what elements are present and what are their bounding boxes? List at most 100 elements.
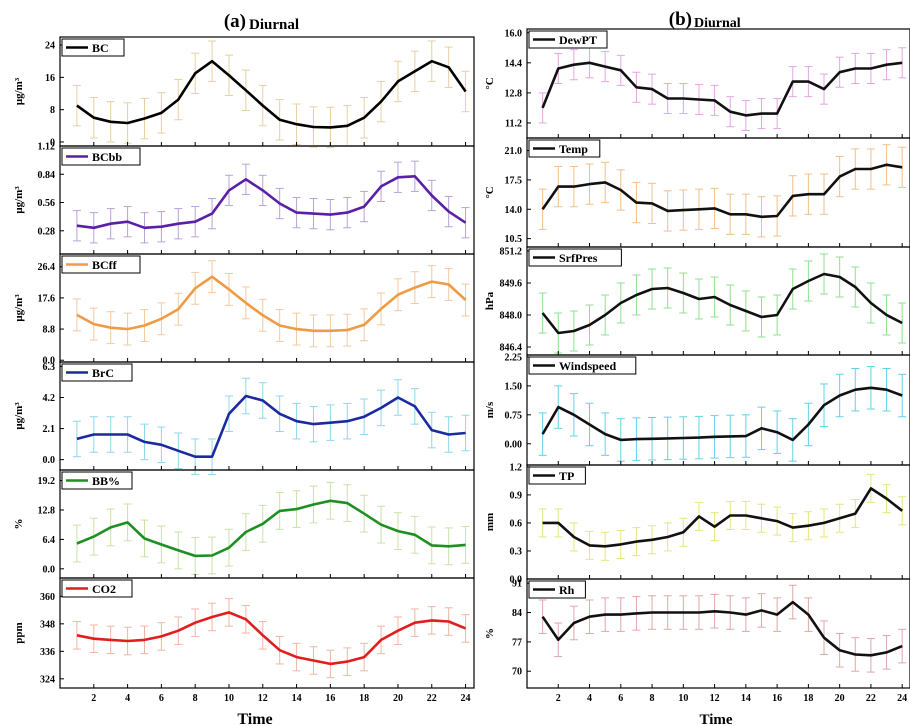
legend-box — [528, 139, 601, 158]
legend-box — [528, 356, 637, 375]
panel-frame — [59, 577, 475, 689]
y-tick-label: 0.0 — [510, 575, 523, 586]
x-tick-label: 14 — [741, 693, 751, 704]
x-tick-label: 24 — [461, 693, 471, 704]
series-line — [541, 272, 903, 335]
x-tick-label: 24 — [897, 693, 907, 704]
y-tick-label: 348 — [40, 619, 55, 630]
y-axis-label: m/s — [484, 401, 496, 418]
legend-box — [61, 255, 141, 274]
y-axis-label: μg/m³ — [13, 402, 25, 430]
y-axis-label: μg/m³ — [13, 294, 25, 322]
legend-label: CO2 — [92, 582, 116, 596]
y-tick-label: 0 — [50, 137, 55, 148]
x-tick-label: 4 — [125, 693, 130, 704]
y-tick-label: 14.4 — [505, 58, 523, 69]
y-tick-label: 4.2 — [43, 393, 56, 404]
y-tick-label: 0.0 — [43, 356, 56, 367]
x-tick-label: 20 — [835, 693, 845, 704]
series-line — [542, 487, 904, 548]
legend-label: BC — [92, 41, 109, 55]
left-x-axis-label: Time — [237, 711, 272, 726]
y-axis-label: μg/m³ — [13, 186, 25, 214]
y-tick-label: 17.6 — [38, 293, 56, 304]
series-line — [76, 499, 466, 558]
y-axis-label: % — [13, 519, 25, 530]
y-tick-label: 1.2 — [510, 462, 523, 473]
y-tick-label: 324 — [40, 674, 55, 685]
legend-box — [61, 579, 133, 598]
legend-label: Windspeed — [559, 359, 616, 373]
series-line — [541, 61, 903, 117]
y-axis-label: % — [484, 628, 496, 639]
legend-label: BCbb — [92, 150, 122, 164]
y-tick-label: 12.8 — [38, 505, 56, 516]
y-tick-label: 19.2 — [38, 476, 56, 487]
y-tick-label: 26.4 — [38, 262, 56, 273]
x-tick-label: 4 — [587, 693, 592, 704]
y-tick-label: 0.3 — [510, 546, 523, 557]
y-axis-label: °C — [484, 186, 496, 198]
legend-box — [61, 363, 133, 382]
y-tick-label: 360 — [40, 592, 55, 603]
y-tick-label: 2.25 — [505, 352, 523, 363]
legend-box — [61, 471, 133, 490]
panel-8: 846.4 848.0 849.6 851.2 hPa SrfPres — [484, 246, 910, 356]
y-tick-label: 8.8 — [43, 325, 56, 336]
x-tick-label: 14 — [292, 693, 302, 704]
panel-4: 0.0 6.4 12.8 19.2% BB% — [13, 469, 475, 579]
y-tick-label: 0.28 — [38, 226, 56, 237]
y-axis-label: mm — [484, 513, 496, 531]
x-tick-label: 10 — [224, 693, 234, 704]
y-tick-label: 10.5 — [505, 234, 523, 245]
series-line — [541, 163, 903, 219]
panel-3: 0.0 2.1 4.2 6.3 μg/m³ BrC — [13, 361, 475, 475]
legend-box — [528, 580, 586, 599]
y-tick-label: 8 — [50, 105, 55, 116]
y-tick-label: 12.8 — [505, 88, 523, 99]
series-line — [541, 386, 903, 442]
x-tick-label: 18 — [359, 693, 369, 704]
x-tick-label: 6 — [159, 693, 164, 704]
y-tick-label: 6.3 — [43, 362, 56, 373]
x-tick-label: 2 — [91, 693, 96, 704]
x-tick-label: 8 — [650, 693, 655, 704]
y-tick-label: 6.4 — [43, 535, 56, 546]
x-tick-label: 2 — [556, 693, 561, 704]
x-tick-label: 12 — [710, 693, 720, 704]
legend-box — [528, 466, 586, 485]
y-axis-label: hPa — [484, 291, 496, 310]
x-tick-label: 22 — [427, 693, 437, 704]
panel-1: 0.28 0.56 0.84 1.12 μg/m³ BCbb — [13, 142, 475, 255]
legend-box — [61, 38, 125, 57]
y-tick-label: 846.4 — [500, 343, 523, 354]
y-tick-label: 16 — [45, 73, 55, 84]
y-tick-label: 0.6 — [510, 518, 523, 529]
panel-frame — [526, 578, 910, 689]
right-title: Diurnal — [694, 16, 741, 31]
right-title-prefix: (b) — [669, 9, 692, 30]
y-tick-label: 84 — [512, 608, 522, 619]
y-tick-label: 0.56 — [38, 198, 56, 209]
panel-2: 0.0 8.8 17.6 26.4 μg/m³ BCff — [13, 253, 475, 367]
series-line — [76, 59, 467, 129]
legend-box — [61, 147, 141, 166]
x-tick-label: 16 — [772, 693, 782, 704]
y-tick-label: 1.12 — [38, 142, 56, 153]
legend-box — [528, 248, 622, 267]
panel-7: 10.5 14.0 17.5 21.0 °C Temp — [484, 137, 910, 248]
y-tick-label: 0.0 — [43, 455, 56, 466]
y-tick-label: 24 — [45, 41, 55, 52]
x-tick-label: 12 — [258, 693, 268, 704]
panel-0: 0 8 16 24 μg/m³ BC — [13, 36, 475, 148]
y-axis-label: ppm — [13, 622, 25, 643]
y-tick-label: 0.9 — [510, 490, 523, 501]
panel-6: 11.2 12.8 14.4 16.0 °C DewPT — [484, 28, 910, 139]
x-tick-label: 22 — [866, 693, 876, 704]
x-tick-label: 18 — [803, 693, 813, 704]
panel-10: 0.0 0.3 0.6 0.9 1.2 mm TP — [484, 462, 910, 586]
y-tick-label: 849.6 — [500, 279, 523, 290]
